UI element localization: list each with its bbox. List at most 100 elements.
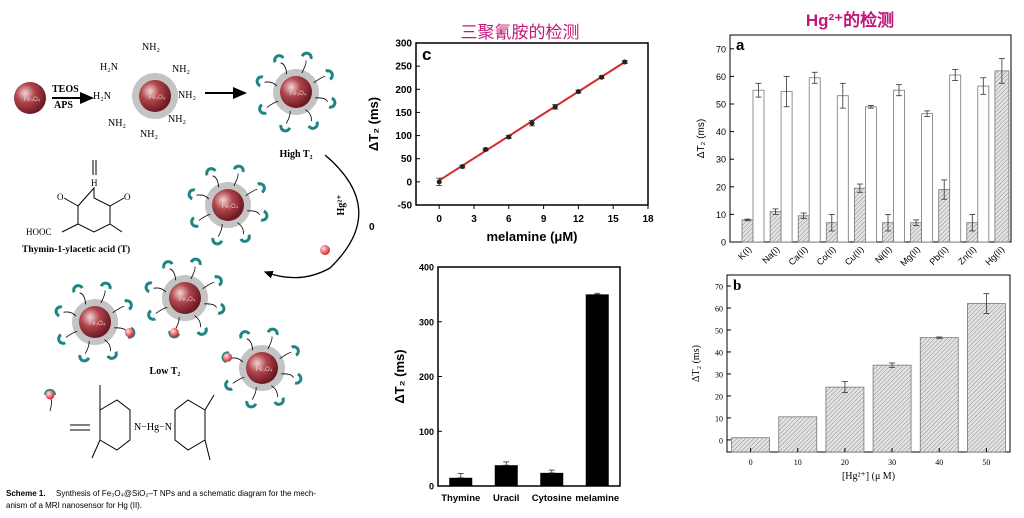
bar-hatched	[741, 219, 754, 243]
core-label: Fe₃O₄	[24, 97, 41, 103]
panel-label: a	[736, 37, 745, 54]
data-point	[483, 146, 489, 152]
y-tick-label: 100	[395, 131, 412, 142]
plot-frame	[726, 274, 1011, 453]
y-tick-label: 300	[395, 39, 412, 50]
hg-ion-icon	[169, 327, 179, 337]
bar	[778, 416, 818, 453]
thymine-receptor-icon	[245, 400, 258, 409]
thymine-structure	[61, 160, 125, 233]
hg-ion-icon	[124, 328, 134, 338]
thymine-receptor-icon	[239, 234, 251, 243]
thymine-receptor-icon	[273, 54, 285, 63]
bar-white	[808, 77, 821, 243]
hg-arrow-label: Hg²⁺	[336, 194, 347, 215]
x-tick-label: 3	[471, 214, 477, 225]
x-tick-label: Ca(II)	[787, 244, 810, 267]
linker-chain	[279, 352, 292, 360]
linker-chain	[285, 111, 291, 124]
teos-label: TEOS	[52, 84, 79, 95]
hg-ion-icon	[45, 390, 55, 400]
thymine-receptor-icon	[187, 188, 196, 201]
linker-chain	[301, 60, 307, 74]
thymine-receptor-icon	[266, 327, 279, 336]
hg-concentration-chart: 0 10 20 30 40 50 60 70 ΔT₂ (ms) b 0 10 20 30 40 50 [Hg²⁺…	[691, 274, 1011, 482]
x-tick-label: Hg(II)	[983, 244, 1006, 267]
linker-chain	[104, 339, 111, 352]
y-tick-label: -50	[398, 201, 413, 212]
fe3o4-core	[14, 82, 46, 114]
melamine-calibration-chart: -50 0 50 100 150 200 250 300 ΔT₂ (ms) c 0 3 6 9 12 15 18…	[366, 39, 654, 245]
y-tick-label: 30	[716, 155, 726, 165]
y-axis-label: ΔT₂ (ms)	[366, 97, 381, 151]
y-tick-label: 20	[715, 392, 723, 401]
x-tick-label: 18	[642, 214, 654, 225]
x-tick-label: Pb(II)	[927, 244, 950, 267]
nh2-top: NH₂	[142, 42, 160, 53]
linker-chain	[204, 303, 217, 308]
nanoparticle: Fe₃O₄	[221, 327, 303, 409]
x-tick-label: 15	[608, 214, 620, 225]
thymine-receptor-icon	[205, 167, 217, 176]
thymine-receptor-icon	[189, 257, 202, 266]
core-label: Fe₃O₄	[256, 367, 273, 373]
bar	[449, 477, 473, 486]
thymine-receptor-icon	[279, 124, 292, 133]
panel-label: c	[422, 45, 431, 64]
linker-chain	[49, 397, 52, 412]
y-tick-label: 0	[406, 177, 412, 188]
x-tick-label: 30	[888, 458, 896, 467]
y-tick-label: 60	[715, 304, 723, 313]
linker-chain	[100, 290, 106, 304]
data-point	[459, 164, 465, 170]
linker-chain	[190, 266, 196, 280]
linker-chain	[237, 222, 244, 235]
y-tick-label: 150	[395, 108, 412, 119]
nanoparticle: Fe₃O₄	[255, 51, 337, 133]
x-tick-label: 0	[436, 214, 442, 225]
linker-chain	[79, 292, 87, 305]
y-tick-label: 20	[716, 182, 726, 192]
linker-chain	[251, 387, 257, 400]
bar	[494, 465, 518, 486]
y-tick-label: 0	[429, 482, 434, 492]
caption-bold: Scheme 1.	[6, 489, 46, 498]
thymine-receptor-icon	[99, 281, 112, 290]
caption-line1: Synthesis of Fe₃O₄@SiO₂–T NPs and a sche…	[56, 489, 316, 498]
bar-white	[780, 91, 793, 243]
linker-chain	[196, 194, 210, 200]
y-tick-label: 30	[715, 370, 723, 379]
data-point	[436, 179, 442, 185]
y-tick-label: 100	[419, 427, 434, 437]
linker-chain	[264, 81, 278, 87]
thymine-o-left: O	[57, 192, 64, 202]
core-label: Fe₃O₄	[290, 91, 307, 97]
y-tick-label: 250	[395, 62, 412, 73]
x-tick-label: K(I)	[736, 244, 753, 261]
x-tick-label: Thymine	[441, 493, 480, 504]
thymine-receptor-icon	[196, 327, 208, 336]
y-axis-label: ΔT₂ (ms)	[691, 345, 702, 382]
x-tick-label: Cytosine	[532, 493, 572, 504]
y-tick-label: 60	[716, 72, 726, 82]
linker-chain	[112, 306, 125, 314]
bar-hatched	[854, 187, 866, 243]
data-point	[552, 104, 558, 110]
thymine-receptor-icon	[255, 75, 264, 88]
x-axis-label: [Hg²⁺] (μ M)	[842, 471, 895, 482]
x-tick-label: melamine	[575, 493, 619, 504]
low-t2-label: Low T₂	[150, 366, 181, 377]
bar	[872, 364, 912, 453]
linker-chain	[194, 315, 201, 328]
nanoparticle: Fe₃O₄	[54, 281, 136, 363]
thymine-receptor-icon	[224, 379, 233, 391]
x-tick-label: 6	[506, 214, 512, 225]
linker-chain	[202, 282, 215, 290]
bar-hatched	[769, 211, 782, 243]
thymine-acid-label: Thymin-1-ylacetic acid (T)	[22, 244, 130, 255]
thymine-receptor-icon	[300, 51, 313, 60]
fe3o4-core	[246, 352, 278, 384]
thymine-receptor-icon	[72, 284, 84, 293]
